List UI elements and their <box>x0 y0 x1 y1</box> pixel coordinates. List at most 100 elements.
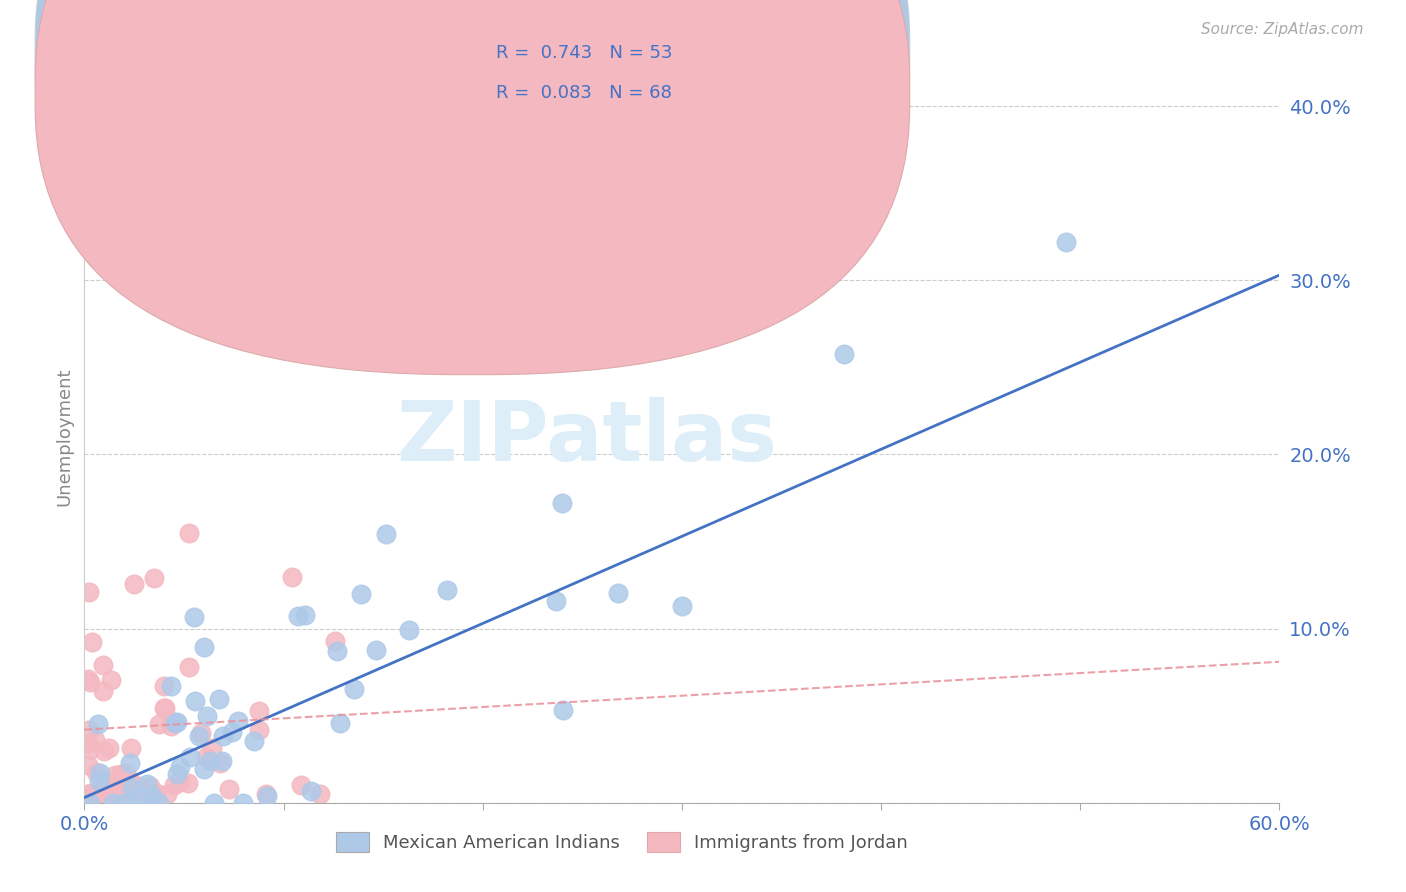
Point <box>139 779 162 793</box>
Point <box>152 701 174 715</box>
Point <box>193 762 215 776</box>
Point <box>183 610 205 624</box>
Point <box>89 773 111 788</box>
Point <box>364 643 387 657</box>
Point <box>194 750 217 764</box>
Point <box>166 714 188 729</box>
Point <box>160 718 183 732</box>
Point <box>342 681 364 696</box>
Point <box>118 774 141 789</box>
Point <box>138 796 160 810</box>
Point <box>91 683 114 698</box>
Point <box>671 599 693 613</box>
Point <box>165 716 187 731</box>
Point <box>110 767 132 781</box>
Point <box>101 796 124 810</box>
Point <box>221 724 243 739</box>
Point <box>100 673 122 687</box>
Point <box>247 704 270 718</box>
Point <box>179 750 201 764</box>
Point <box>112 796 135 810</box>
Point <box>79 796 101 810</box>
Point <box>93 744 115 758</box>
Text: MEXICAN AMERICAN INDIAN VS IMMIGRANTS FROM JORDAN UNEMPLOYMENT CORRELATION CHART: MEXICAN AMERICAN INDIAN VS IMMIGRANTS FR… <box>42 22 841 37</box>
Point <box>329 715 352 730</box>
Point <box>193 640 215 654</box>
Point <box>90 786 112 800</box>
Text: R =  0.083   N = 68: R = 0.083 N = 68 <box>496 84 672 102</box>
Point <box>141 789 163 803</box>
Point <box>281 569 304 583</box>
Point <box>115 765 138 780</box>
Point <box>132 787 155 801</box>
Point <box>83 733 105 747</box>
Point <box>100 785 122 799</box>
Point <box>77 584 100 599</box>
Point <box>546 594 568 608</box>
Point <box>120 741 142 756</box>
Point <box>153 701 176 715</box>
Point <box>211 755 233 769</box>
Point <box>294 607 316 622</box>
Point <box>77 736 100 750</box>
Point <box>256 789 278 803</box>
Point <box>129 783 152 797</box>
Point <box>89 787 111 801</box>
Point <box>104 768 127 782</box>
Point <box>228 714 250 728</box>
Point <box>166 767 188 781</box>
Point <box>84 785 107 799</box>
Point <box>208 756 231 770</box>
Point <box>212 729 235 743</box>
Point <box>218 781 240 796</box>
Point <box>176 776 198 790</box>
Point <box>184 694 207 708</box>
Point <box>138 787 160 801</box>
Point <box>77 672 100 686</box>
Point <box>202 796 225 810</box>
Point <box>79 743 101 757</box>
Point <box>177 659 200 673</box>
Point <box>98 740 121 755</box>
Point <box>128 779 150 793</box>
Point <box>551 703 574 717</box>
Point <box>142 571 165 585</box>
Point <box>135 777 157 791</box>
Point <box>77 723 100 737</box>
Point <box>247 723 270 737</box>
Text: R =  0.743   N = 53: R = 0.743 N = 53 <box>496 44 673 62</box>
Point <box>96 780 118 795</box>
Point <box>201 740 224 755</box>
Point <box>94 780 117 795</box>
Point <box>125 791 148 805</box>
Point <box>160 714 183 728</box>
Point <box>148 796 170 810</box>
Point <box>323 634 346 648</box>
Point <box>93 782 115 797</box>
Point <box>436 582 458 597</box>
Point <box>290 778 312 792</box>
Point <box>118 756 141 770</box>
Point <box>1054 235 1077 249</box>
Point <box>162 778 184 792</box>
Point <box>93 779 115 793</box>
Point <box>107 774 129 789</box>
Point <box>79 675 101 690</box>
Point <box>169 760 191 774</box>
Point <box>350 587 373 601</box>
Point <box>326 644 349 658</box>
Point <box>148 716 170 731</box>
Point <box>188 729 211 743</box>
Point <box>287 609 309 624</box>
Point <box>308 787 330 801</box>
Point <box>198 754 221 768</box>
Point <box>80 634 103 648</box>
Point <box>169 775 191 789</box>
Point <box>105 787 128 801</box>
Point <box>153 679 176 693</box>
Point <box>551 496 574 510</box>
Point <box>208 692 231 706</box>
Point <box>398 624 420 638</box>
Point <box>606 586 628 600</box>
Point <box>232 796 254 810</box>
